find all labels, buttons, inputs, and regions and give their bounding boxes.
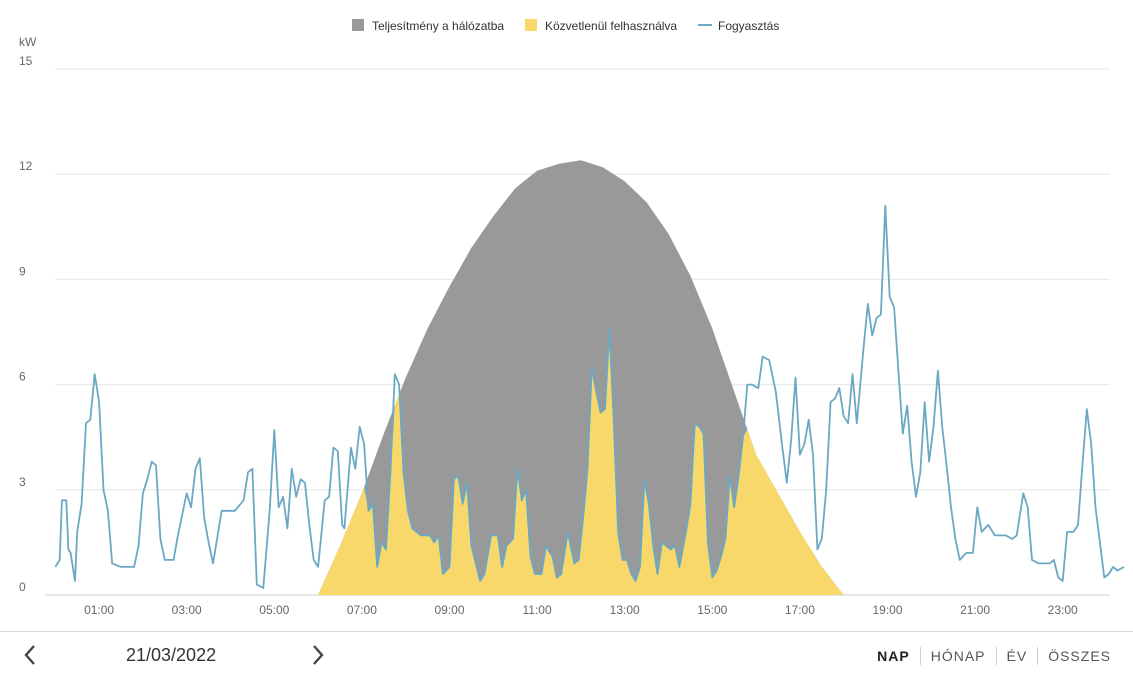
x-tick-label: 15:00 bbox=[697, 603, 727, 617]
legend-label: Fogyasztás bbox=[718, 19, 779, 33]
x-tick-label: 23:00 bbox=[1048, 603, 1078, 617]
chevron-left-icon bbox=[24, 645, 35, 665]
period-selector: NAP HÓNAP ÉV ÖSSZES bbox=[867, 647, 1121, 665]
y-unit-label: kW bbox=[19, 35, 37, 49]
y-tick-label: 6 bbox=[19, 370, 26, 384]
x-tick-label: 03:00 bbox=[172, 603, 202, 617]
axis-labels: 0 3 6 9 12 15 kW 01:00 03:00 05:00 07:00 09:00 11:00… bbox=[19, 35, 1078, 617]
consumption-line-layer bbox=[54, 204, 1125, 589]
consumption-line bbox=[54, 204, 1125, 589]
x-tick-label: 13:00 bbox=[610, 603, 640, 617]
x-tick-label: 11:00 bbox=[523, 603, 552, 617]
legend-label: Közvetlenül felhasználva bbox=[545, 19, 677, 33]
period-day-tab[interactable]: NAP bbox=[877, 648, 910, 664]
y-tick-label: 15 bbox=[19, 54, 33, 68]
period-year-tab[interactable]: ÉV bbox=[1006, 648, 1028, 664]
x-tick-label: 17:00 bbox=[785, 603, 815, 617]
legend-item[interactable]: Fogyasztás bbox=[698, 19, 779, 33]
x-tick-label: 21:00 bbox=[960, 603, 990, 617]
y-tick-label: 3 bbox=[19, 475, 26, 489]
separator bbox=[1037, 647, 1039, 665]
legend-label: Teljesítmény a hálózatba bbox=[372, 19, 504, 33]
legend-swatch bbox=[352, 19, 364, 31]
legend-item[interactable]: Teljesítmény a hálózatba bbox=[352, 19, 504, 33]
date-label[interactable]: 21/03/2022 bbox=[126, 645, 217, 665]
legend[interactable]: Teljesítmény a hálózatba Közvetlenül felh… bbox=[352, 19, 779, 33]
y-tick-label: 0 bbox=[19, 580, 26, 594]
y-tick-label: 12 bbox=[19, 159, 33, 173]
x-tick-label: 19:00 bbox=[872, 603, 902, 617]
x-tick-label: 07:00 bbox=[347, 603, 377, 617]
period-month-tab[interactable]: HÓNAP bbox=[930, 648, 986, 664]
separator bbox=[995, 647, 997, 665]
footer-bar: 21/03/2022 NAP HÓNAP ÉV ÖSSZES bbox=[0, 631, 1133, 676]
prev-day-button[interactable] bbox=[17, 642, 43, 668]
chevron-right-icon bbox=[313, 645, 324, 665]
energy-chart: 0 3 6 9 12 15 kW 01:00 03:00 05:00 07:00 09:00 11:00… bbox=[19, 19, 1125, 617]
period-all-tab[interactable]: ÖSSZES bbox=[1048, 648, 1111, 664]
separator bbox=[919, 647, 921, 665]
legend-item[interactable]: Közvetlenül felhasználva bbox=[525, 19, 677, 33]
x-tick-label: 05:00 bbox=[259, 603, 289, 617]
grid-feed-area bbox=[318, 160, 844, 595]
legend-swatch bbox=[525, 19, 537, 31]
x-tick-label: 09:00 bbox=[434, 603, 464, 617]
x-tick-label: 01:00 bbox=[84, 603, 114, 617]
y-tick-label: 9 bbox=[19, 264, 26, 278]
next-day-button[interactable] bbox=[305, 642, 331, 668]
